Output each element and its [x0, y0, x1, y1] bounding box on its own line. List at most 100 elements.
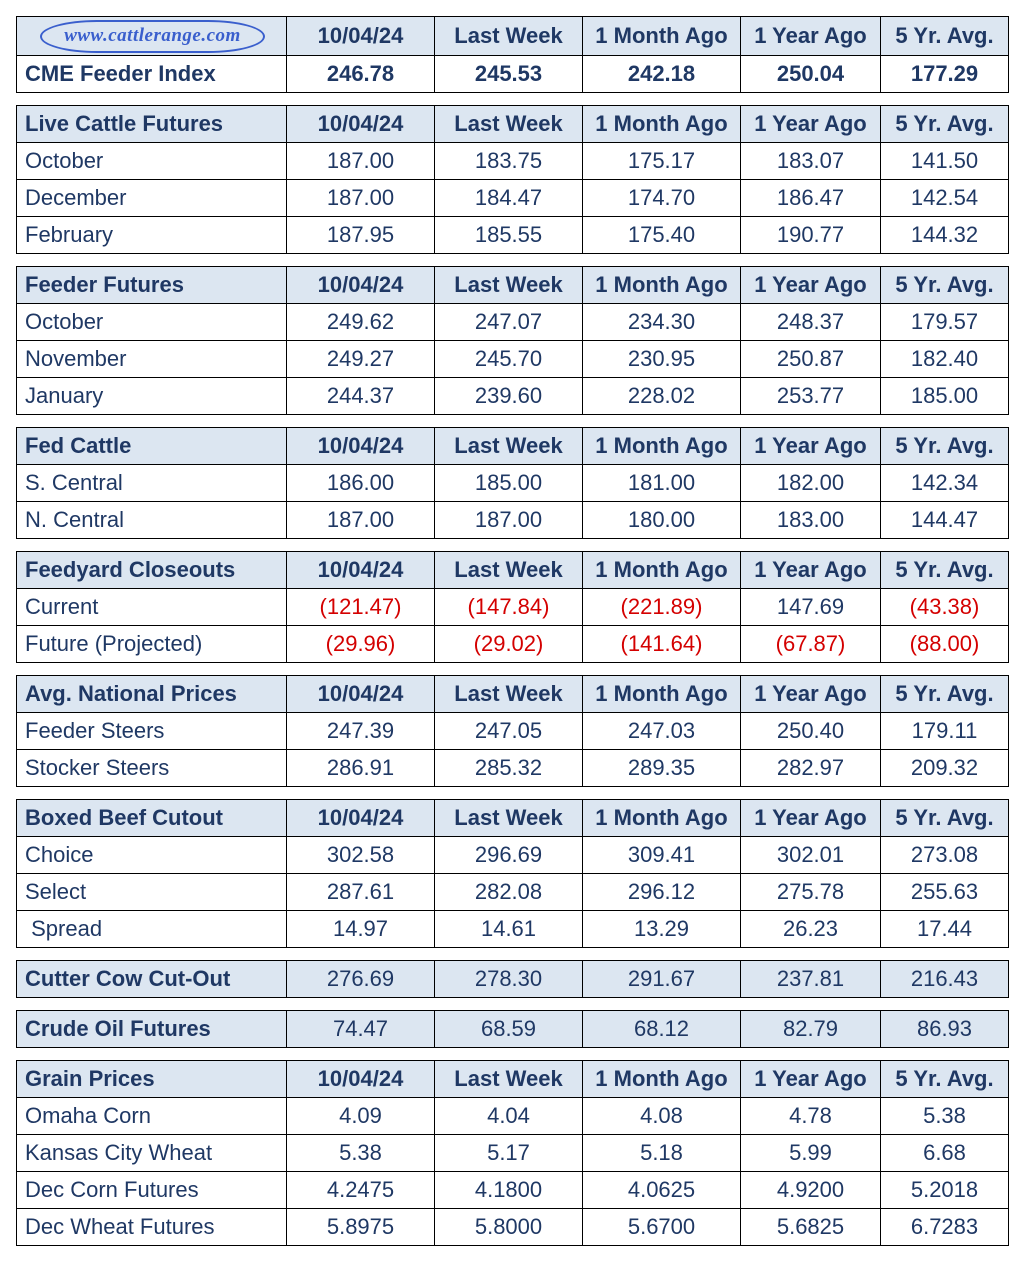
site-logo: www.cattlerange.com — [40, 20, 265, 53]
column-header: 10/04/24 — [287, 17, 435, 56]
cell-value: 187.95 — [287, 216, 435, 253]
cell-value: 249.27 — [287, 340, 435, 377]
row-label: Stocker Steers — [17, 749, 287, 786]
cell-value: 187.00 — [287, 501, 435, 538]
row-label: Dec Corn Futures — [17, 1171, 287, 1208]
column-header: 1 Year Ago — [741, 675, 881, 712]
cell-value: 239.60 — [435, 377, 583, 414]
section-title: Feedyard Closeouts — [17, 551, 287, 588]
section-table-cme: www.cattlerange.com10/04/24Last Week1 Mo… — [16, 16, 1009, 93]
cell-value: 13.29 — [583, 910, 741, 947]
cell-value: 289.35 — [583, 749, 741, 786]
cell-value: 4.08 — [583, 1097, 741, 1134]
column-header: Last Week — [435, 1060, 583, 1097]
column-header: 1 Year Ago — [741, 266, 881, 303]
cell-value: 230.95 — [583, 340, 741, 377]
row-label: Dec Wheat Futures — [17, 1208, 287, 1245]
cell-value: 209.32 — [881, 749, 1009, 786]
cell-value: 82.79 — [741, 1010, 881, 1047]
cell-value: (29.96) — [287, 625, 435, 662]
column-header: 5 Yr. Avg. — [881, 1060, 1009, 1097]
table-row: Feeder Steers247.39247.05247.03250.40179… — [17, 712, 1009, 749]
column-header: 10/04/24 — [287, 675, 435, 712]
cell-value: 247.39 — [287, 712, 435, 749]
cell-value: 4.9200 — [741, 1171, 881, 1208]
cell-value: 185.00 — [435, 464, 583, 501]
cell-value: 234.30 — [583, 303, 741, 340]
table-row: Choice302.58296.69309.41302.01273.08 — [17, 836, 1009, 873]
cell-value: 179.11 — [881, 712, 1009, 749]
table-row: S. Central186.00185.00181.00182.00142.34 — [17, 464, 1009, 501]
section-title: Fed Cattle — [17, 427, 287, 464]
cell-value: 182.00 — [741, 464, 881, 501]
cell-value: 250.04 — [741, 55, 881, 92]
cell-value: 302.01 — [741, 836, 881, 873]
cell-value: 287.61 — [287, 873, 435, 910]
cell-value: 4.04 — [435, 1097, 583, 1134]
cell-value: 5.2018 — [881, 1171, 1009, 1208]
cell-value: 5.99 — [741, 1134, 881, 1171]
cell-value: (67.87) — [741, 625, 881, 662]
column-header: 1 Month Ago — [583, 105, 741, 142]
cell-value: 276.69 — [287, 960, 435, 997]
cell-value: 248.37 — [741, 303, 881, 340]
column-header: 5 Yr. Avg. — [881, 551, 1009, 588]
cell-value: 6.7283 — [881, 1208, 1009, 1245]
cell-value: 185.00 — [881, 377, 1009, 414]
cell-value: 17.44 — [881, 910, 1009, 947]
cell-value: (141.64) — [583, 625, 741, 662]
cell-value: 144.47 — [881, 501, 1009, 538]
table-row: October249.62247.07234.30248.37179.57 — [17, 303, 1009, 340]
cell-value: 309.41 — [583, 836, 741, 873]
column-header: 1 Year Ago — [741, 799, 881, 836]
table-row: N. Central187.00187.00180.00183.00144.47 — [17, 501, 1009, 538]
cell-value: 86.93 — [881, 1010, 1009, 1047]
cell-value: 147.69 — [741, 588, 881, 625]
cell-value: 5.17 — [435, 1134, 583, 1171]
column-header: 1 Month Ago — [583, 675, 741, 712]
table-row: Select287.61282.08296.12275.78255.63 — [17, 873, 1009, 910]
column-header: 10/04/24 — [287, 1060, 435, 1097]
cell-value: 285.32 — [435, 749, 583, 786]
cell-value: 174.70 — [583, 179, 741, 216]
cell-value: 244.37 — [287, 377, 435, 414]
cell-value: 5.18 — [583, 1134, 741, 1171]
row-label: Kansas City Wheat — [17, 1134, 287, 1171]
row-label: S. Central — [17, 464, 287, 501]
cell-value: 4.09 — [287, 1097, 435, 1134]
column-header: 5 Yr. Avg. — [881, 105, 1009, 142]
cell-value: 6.68 — [881, 1134, 1009, 1171]
cell-value: 216.43 — [881, 960, 1009, 997]
column-header: 1 Year Ago — [741, 427, 881, 464]
cell-value: 190.77 — [741, 216, 881, 253]
table-row: Spread14.9714.6113.2926.2317.44 — [17, 910, 1009, 947]
cell-value: 142.54 — [881, 179, 1009, 216]
cell-value: 68.12 — [583, 1010, 741, 1047]
section-table-boxed-beef: Boxed Beef Cutout10/04/24Last Week1 Mont… — [16, 799, 1009, 948]
cell-value: 14.61 — [435, 910, 583, 947]
column-header: Last Week — [435, 427, 583, 464]
cell-value: 5.38 — [881, 1097, 1009, 1134]
cell-value: 249.62 — [287, 303, 435, 340]
row-label: October — [17, 142, 287, 179]
cell-value: (43.38) — [881, 588, 1009, 625]
row-label: CME Feeder Index — [17, 55, 287, 92]
row-label: December — [17, 179, 287, 216]
cell-value: 253.77 — [741, 377, 881, 414]
section-table-grain: Grain Prices10/04/24Last Week1 Month Ago… — [16, 1060, 1009, 1246]
cell-value: 142.34 — [881, 464, 1009, 501]
cell-value: 187.00 — [435, 501, 583, 538]
cell-value: (88.00) — [881, 625, 1009, 662]
table-row: October187.00183.75175.17183.07141.50 — [17, 142, 1009, 179]
cell-value: 180.00 — [583, 501, 741, 538]
cell-value: 302.58 — [287, 836, 435, 873]
row-label: Spread — [17, 910, 287, 947]
cell-value: 182.40 — [881, 340, 1009, 377]
row-label: October — [17, 303, 287, 340]
column-header: 10/04/24 — [287, 799, 435, 836]
row-label: January — [17, 377, 287, 414]
column-header: 10/04/24 — [287, 105, 435, 142]
cell-value: 177.29 — [881, 55, 1009, 92]
cell-value: (29.02) — [435, 625, 583, 662]
cell-value: 4.78 — [741, 1097, 881, 1134]
